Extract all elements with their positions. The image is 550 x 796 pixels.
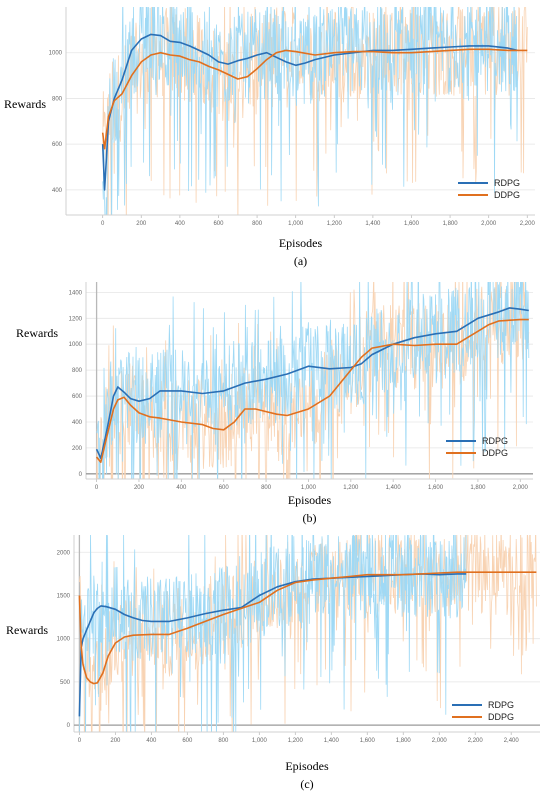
panel-label: (b) xyxy=(303,511,317,525)
x-tick-label: 1,200 xyxy=(343,485,359,491)
x-tick-label: 2,000 xyxy=(432,738,448,744)
y-tick-label: 800 xyxy=(72,368,83,374)
y-axis-title: Rewards xyxy=(6,623,48,637)
chart-panel: 0 500 1000 1500 2000 0 200 400 600 800 1,000 1,200 1… xyxy=(6,535,540,791)
x-tick-label: 600 xyxy=(219,485,230,491)
x-tick-label: 1,000 xyxy=(301,485,317,491)
chart-panel: 400 600 800 1000 0 200 400 600 800 1,000 1,200 1,40… xyxy=(4,7,536,268)
x-tick-label: 1,600 xyxy=(404,221,420,227)
x-tick-label: 600 xyxy=(213,221,224,227)
series-line-rdpg xyxy=(78,573,467,717)
raw-trace-rdpg xyxy=(96,282,530,479)
legend-label-rdpg: RDPG xyxy=(482,436,508,446)
x-tick-label: 0 xyxy=(95,485,99,491)
y-tick-label: 1500 xyxy=(57,593,71,599)
y-tick-label: 800 xyxy=(52,96,63,102)
x-axis-title: Episodes xyxy=(285,759,329,773)
x-tick-label: 0 xyxy=(78,738,82,744)
x-tick-label: 0 xyxy=(101,221,105,227)
y-tick-label: 1000 xyxy=(49,51,63,57)
x-tick-label: 1,000 xyxy=(252,738,268,744)
y-tick-label: 500 xyxy=(60,680,71,686)
x-tick-label: 400 xyxy=(175,221,186,227)
x-tick-label: 1,600 xyxy=(360,738,376,744)
raw-trace-rdpg xyxy=(79,535,467,732)
y-tick-label: 1200 xyxy=(69,316,83,322)
series-line-rdpg xyxy=(95,307,529,460)
x-tick-label: 1,200 xyxy=(327,221,343,227)
raw-trace-rdpg xyxy=(102,7,518,215)
x-tick-label: 1,800 xyxy=(443,221,459,227)
x-tick-label: 600 xyxy=(182,738,193,744)
x-tick-label: 1,800 xyxy=(470,485,486,491)
y-tick-label: 600 xyxy=(72,394,83,400)
x-tick-label: 2,400 xyxy=(504,738,520,744)
x-tick-label: 400 xyxy=(176,485,187,491)
series-line-ddpg xyxy=(95,318,529,463)
x-axis-title: Episodes xyxy=(288,493,332,507)
y-tick-label: 600 xyxy=(52,142,63,148)
y-tick-label: 200 xyxy=(72,446,83,452)
x-tick-label: 2,000 xyxy=(513,485,529,491)
y-axis-title: Rewards xyxy=(4,97,46,111)
y-tick-label: 2000 xyxy=(57,550,71,556)
legend-label-rdpg: RDPG xyxy=(494,178,520,188)
x-tick-label: 400 xyxy=(146,738,157,744)
panel-label: (c) xyxy=(300,777,313,791)
legend-label-ddpg: DDPG xyxy=(488,712,514,722)
x-tick-label: 2,200 xyxy=(468,738,484,744)
y-tick-label: 0 xyxy=(67,723,71,729)
legend-label-ddpg: DDPG xyxy=(482,448,508,458)
y-tick-label: 1400 xyxy=(69,290,83,296)
series-line-ddpg xyxy=(101,48,528,150)
raw-trace-ddpg xyxy=(79,535,537,732)
x-tick-label: 800 xyxy=(261,485,272,491)
series-line-rdpg xyxy=(101,33,518,191)
legend-label-rdpg: RDPG xyxy=(488,700,514,710)
x-tick-label: 1,600 xyxy=(428,485,444,491)
x-tick-label: 200 xyxy=(110,738,121,744)
x-axis-title: Episodes xyxy=(279,236,323,250)
y-tick-label: 0 xyxy=(79,472,83,478)
x-tick-label: 800 xyxy=(252,221,263,227)
x-tick-label: 1,000 xyxy=(288,221,304,227)
chart-panel: 0 200 400 600 800 1000 1200 1400 0 200 400 600 800 1,… xyxy=(16,282,533,525)
x-tick-label: 1,400 xyxy=(365,221,381,227)
x-tick-label: 800 xyxy=(218,738,229,744)
y-axis-title: Rewards xyxy=(16,326,58,340)
x-tick-label: 2,000 xyxy=(481,221,497,227)
x-tick-label: 1,400 xyxy=(386,485,402,491)
x-tick-label: 200 xyxy=(136,221,147,227)
y-tick-label: 400 xyxy=(52,188,63,194)
series-line-ddpg xyxy=(78,571,537,685)
x-tick-label: 1,800 xyxy=(396,738,412,744)
legend-label-ddpg: DDPG xyxy=(494,190,520,200)
y-tick-label: 1000 xyxy=(57,637,71,643)
panel-label: (a) xyxy=(294,254,307,268)
y-tick-label: 1000 xyxy=(69,342,83,348)
x-tick-label: 200 xyxy=(134,485,145,491)
x-tick-label: 1,400 xyxy=(324,738,340,744)
x-tick-label: 1,200 xyxy=(288,738,304,744)
y-tick-label: 400 xyxy=(72,420,83,426)
x-tick-label: 2,200 xyxy=(520,221,536,227)
